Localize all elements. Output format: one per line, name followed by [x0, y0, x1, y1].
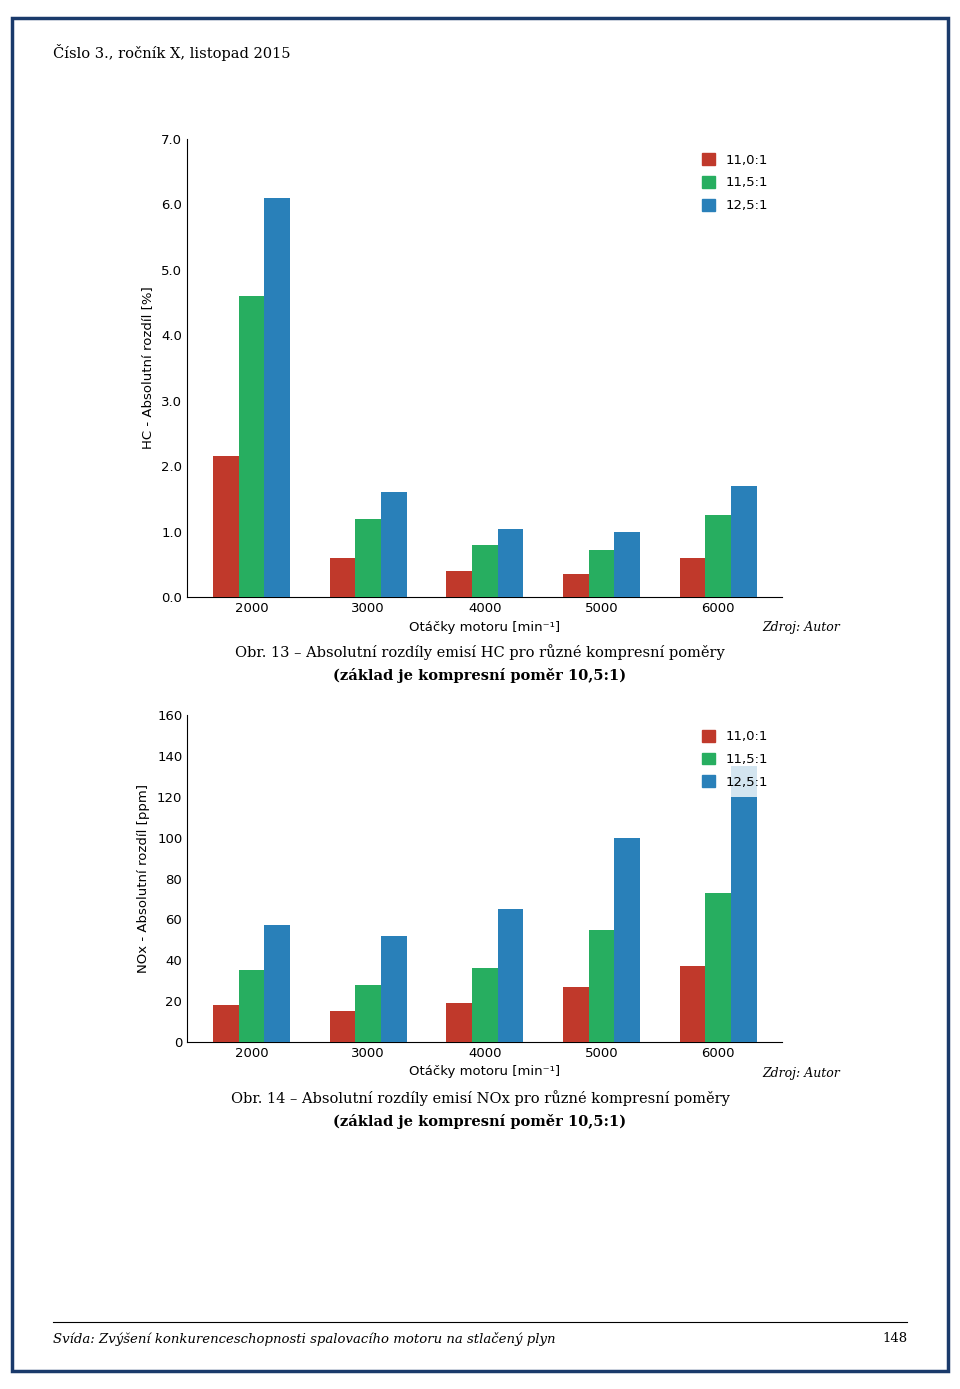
Bar: [213, 457, 238, 597]
Bar: [706, 893, 732, 1042]
Text: Zdroj: Autor: Zdroj: Autor: [762, 1067, 840, 1079]
X-axis label: Otáčky motoru [min⁻¹]: Otáčky motoru [min⁻¹]: [409, 621, 561, 633]
Text: (základ je kompresní poměr 10,5:1): (základ je kompresní poměr 10,5:1): [333, 668, 627, 683]
Bar: [732, 767, 756, 1042]
Bar: [497, 529, 523, 597]
Bar: [497, 910, 523, 1042]
Text: Svída: Zvýšení konkurenceschopnosti spalovacího motoru na stlačený plyn: Svída: Zvýšení konkurenceschopnosti spal…: [53, 1332, 555, 1346]
Text: Číslo 3., ročník X, listopad 2015: Číslo 3., ročník X, listopad 2015: [53, 44, 290, 61]
Bar: [588, 550, 614, 597]
Bar: [732, 486, 756, 597]
Bar: [355, 518, 381, 597]
Legend: 11,0:1, 11,5:1, 12,5:1: 11,0:1, 11,5:1, 12,5:1: [694, 722, 776, 796]
Bar: [680, 558, 706, 597]
Text: Obr. 13 – Absolutní rozdíly emisí HC pro různé kompresní poměry: Obr. 13 – Absolutní rozdíly emisí HC pro…: [235, 644, 725, 660]
Bar: [446, 1003, 472, 1042]
Text: (základ je kompresní poměr 10,5:1): (základ je kompresní poměr 10,5:1): [333, 1114, 627, 1129]
Bar: [563, 986, 588, 1042]
Bar: [446, 571, 472, 597]
Bar: [329, 558, 355, 597]
Bar: [264, 925, 290, 1042]
Bar: [264, 197, 290, 597]
Text: 148: 148: [882, 1332, 907, 1345]
Bar: [355, 985, 381, 1042]
Bar: [680, 967, 706, 1042]
Text: Obr. 14 – Absolutní rozdíly emisí NOx pro různé kompresní poměry: Obr. 14 – Absolutní rozdíly emisí NOx pr…: [230, 1090, 730, 1106]
X-axis label: Otáčky motoru [min⁻¹]: Otáčky motoru [min⁻¹]: [409, 1065, 561, 1078]
Bar: [329, 1011, 355, 1042]
Bar: [614, 532, 640, 597]
Bar: [472, 544, 497, 597]
Y-axis label: NOx - Absolutní rozdíl [ppm]: NOx - Absolutní rozdíl [ppm]: [137, 783, 150, 974]
Bar: [588, 929, 614, 1042]
Y-axis label: HC - Absolutní rozdíl [%]: HC - Absolutní rozdíl [%]: [141, 286, 155, 450]
Bar: [213, 1006, 238, 1042]
Bar: [238, 296, 264, 597]
Bar: [381, 493, 407, 597]
Bar: [614, 838, 640, 1042]
Bar: [472, 968, 497, 1042]
Text: Zdroj: Autor: Zdroj: Autor: [762, 621, 840, 633]
Bar: [706, 515, 732, 597]
Bar: [381, 936, 407, 1042]
Bar: [238, 971, 264, 1042]
Bar: [563, 575, 588, 597]
Legend: 11,0:1, 11,5:1, 12,5:1: 11,0:1, 11,5:1, 12,5:1: [694, 146, 776, 219]
